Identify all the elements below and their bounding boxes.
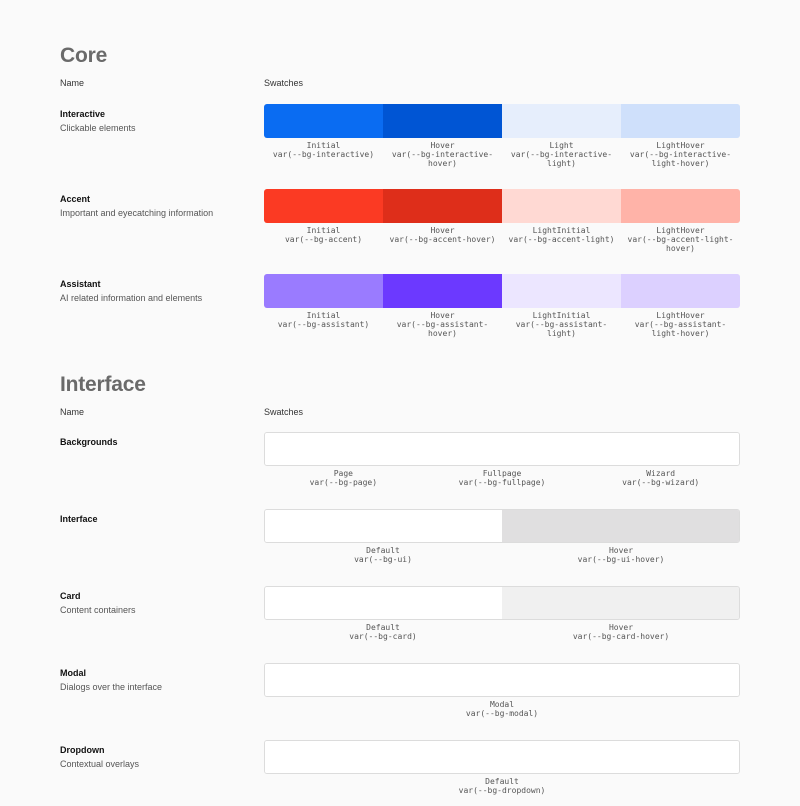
row-desc: Contextual overlays [60,759,140,769]
interface-row-card-info: Card Content containers [60,591,136,615]
swatch-labels-card: Default var(--bg-card) Hover var(--bg-card… [264,623,740,641]
interface-swatches-header: Swatches [264,407,304,417]
swatch-strip-interface [264,509,740,543]
row-desc: Clickable elements [60,123,136,133]
core-section-title: Core [60,44,108,67]
row-desc: Dialogs over the interface [60,682,163,692]
swatch-label: LightInitial var(--bg-assistant-light) [515,311,608,338]
row-name: Interface [60,514,98,524]
swatch[interactable] [383,274,502,308]
swatch-strip-backgrounds [264,432,740,466]
core-swatches-header: Swatches [264,78,304,88]
swatch[interactable] [265,587,502,619]
interface-row-modal-info: Modal Dialogs over the interface [60,668,162,692]
swatch-label: Modal var(--bg-modal) [465,700,539,718]
row-name: Modal [60,668,86,678]
swatch-strip-assistant [264,274,740,308]
swatch-strip-card [264,586,740,620]
swatch[interactable] [502,274,621,308]
row-name: Interactive [60,109,106,119]
swatch-strip-modal [264,663,740,697]
swatch-label: Page var(--bg-page) [309,469,378,487]
swatch-label: Wizard var(--bg-wizard) [622,469,700,487]
swatch-strip-accent [264,189,740,223]
swatch-label: Light var(--bg-interactive-light) [510,141,613,168]
swatch-labels-interface: Default var(--bg-ui) Hover var(--bg-ui-hov… [264,546,740,564]
swatch[interactable] [265,664,739,696]
core-row-interactive-info: Interactive Clickable elements [60,109,136,133]
swatch-label: Hover var(--bg-interactive-hover) [391,141,494,168]
swatch[interactable] [264,189,383,223]
row-desc: Content containers [60,605,136,615]
swatch-labels-interactive: Initial var(--bg-interactive) Hover var(--… [264,141,740,168]
swatch-label: Default var(--bg-card) [349,623,417,641]
swatch-label: LightHover var(--bg-assistant-light-hover… [634,311,727,338]
swatch-labels-modal: Modal var(--bg-modal) [264,700,740,718]
swatch[interactable] [265,433,423,465]
swatch-strip-interactive [264,104,740,138]
core-name-header: Name [60,78,85,88]
swatch-label: Hover var(--bg-accent-hover) [389,226,496,244]
row-name: Dropdown [60,745,105,755]
swatch[interactable] [265,510,502,542]
row-name: Accent [60,194,91,204]
row-name: Assistant [60,279,101,289]
swatch-label: LightHover var(--bg-interactive-light-hov… [629,141,732,168]
swatch-label: Default var(--bg-dropdown) [458,777,546,795]
swatch[interactable] [383,189,502,223]
interface-row-interface-info: Interface [60,514,98,524]
swatch[interactable] [265,741,739,773]
core-row-accent-info: Accent Important and eyecatching informa… [60,194,213,218]
interface-name-header: Name [60,407,85,417]
row-desc: Important and eyecatching information [60,208,214,218]
swatch-label: Hover var(--bg-card-hover) [572,623,670,641]
swatch-labels-assistant: Initial var(--bg-assistant) Hover var(--bg… [264,311,740,338]
swatch-label: Initial var(--bg-assistant) [277,311,370,329]
interface-row-backgrounds-info: Backgrounds [60,437,118,447]
swatch[interactable] [621,274,740,308]
row-name: Backgrounds [60,437,118,447]
swatch-label: Fullpage var(--bg-fullpage) [458,469,546,487]
swatch-label: Initial var(--bg-interactive) [272,141,375,159]
swatch-strip-dropdown [264,740,740,774]
swatch[interactable] [581,433,739,465]
swatch[interactable] [423,433,581,465]
swatch[interactable] [502,189,621,223]
swatch-label: Hover var(--bg-ui-hover) [577,546,665,564]
interface-row-dropdown-info: Dropdown Contextual overlays [60,745,139,769]
row-desc: AI related information and elements [60,293,203,303]
swatch-labels-backgrounds: Page var(--bg-page) Fullpage var(--bg-full… [264,469,740,487]
swatch-labels-accent: Initial var(--bg-accent) Hover var(--bg-ac… [264,226,740,253]
row-name: Card [60,591,81,601]
swatch[interactable] [502,104,621,138]
swatch[interactable] [264,274,383,308]
core-row-assistant-info: Assistant AI related information and ele… [60,279,202,303]
swatch-label: Hover var(--bg-assistant-hover) [396,311,489,338]
swatch-label: Initial var(--bg-accent) [284,226,363,244]
swatch-label: Default var(--bg-ui) [354,546,412,564]
swatch[interactable] [383,104,502,138]
swatch[interactable] [621,104,740,138]
swatch[interactable] [264,104,383,138]
swatch-label: LightInitial var(--bg-accent-light) [508,226,615,244]
swatch[interactable] [502,587,739,619]
interface-section-title: Interface [60,373,146,396]
swatch[interactable] [621,189,740,223]
swatch-label: LightHover var(--bg-accent-light-hover) [627,226,734,253]
swatch-labels-dropdown: Default var(--bg-dropdown) [264,777,740,795]
swatch[interactable] [502,510,739,542]
